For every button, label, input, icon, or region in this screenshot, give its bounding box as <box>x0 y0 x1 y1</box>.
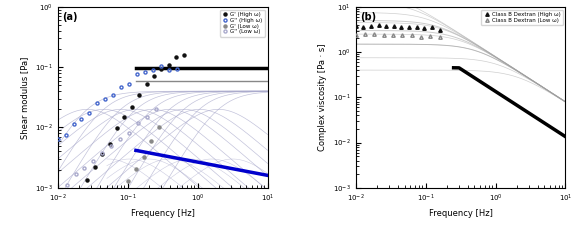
G' (Low ω) <box>148 140 155 143</box>
G'' (Low ω) <box>90 159 97 162</box>
G' (High ω) <box>136 94 143 96</box>
G' (Low ω) <box>117 191 123 194</box>
Line: Class B Dextran (Low ω): Class B Dextran (Low ω) <box>354 32 441 38</box>
G'' (High ω) <box>173 68 180 71</box>
Class B Dextran (Low ω) <box>352 33 359 36</box>
G' (High ω) <box>121 115 128 118</box>
G'' (Low ω) <box>125 131 132 134</box>
G'' (Low ω) <box>63 183 70 186</box>
Text: (b): (b) <box>360 12 376 22</box>
G' (Low ω) <box>156 126 163 129</box>
Class B Dextran (Low ω) <box>436 35 443 38</box>
G'' (Low ω) <box>54 190 61 193</box>
G'' (High ω) <box>70 123 77 125</box>
Class B Dextran (High ω) <box>429 26 436 29</box>
Class B Dextran (High ω) <box>375 23 382 26</box>
Class B Dextran (Low ω) <box>399 33 406 36</box>
G'' (Low ω) <box>152 108 159 111</box>
G'' (Low ω) <box>72 172 79 175</box>
G'' (High ω) <box>141 71 148 74</box>
G' (High ω) <box>77 190 84 193</box>
X-axis label: Frequency [Hz]: Frequency [Hz] <box>130 210 194 218</box>
Class B Dextran (High ω) <box>383 25 389 27</box>
G' (High ω) <box>91 165 98 168</box>
G'' (Low ω) <box>134 122 141 125</box>
G' (High ω) <box>114 127 121 129</box>
Class B Dextran (Low ω) <box>427 34 434 37</box>
G' (High ω) <box>166 63 173 66</box>
G' (High ω) <box>158 67 165 70</box>
G'' (High ω) <box>94 102 101 105</box>
G' (High ω) <box>69 203 76 206</box>
Class B Dextran (High ω) <box>406 25 413 28</box>
G' (Low ω) <box>132 168 139 171</box>
G'' (Low ω) <box>81 167 88 170</box>
G'' (Low ω) <box>108 144 115 147</box>
G' (High ω) <box>180 53 187 56</box>
Line: G' (High ω): G' (High ω) <box>56 53 185 229</box>
G' (Low ω) <box>125 180 132 182</box>
Line: Class B Dextran (High ω): Class B Dextran (High ω) <box>354 23 441 31</box>
G' (Low ω) <box>101 217 108 220</box>
Class B Dextran (Low ω) <box>417 35 424 38</box>
Y-axis label: Complex viscosity [Pa · s]: Complex viscosity [Pa · s] <box>319 44 327 151</box>
G'' (Low ω) <box>143 116 150 119</box>
G'' (High ω) <box>133 73 140 76</box>
G'' (Low ω) <box>117 137 123 140</box>
Text: (a): (a) <box>62 12 77 22</box>
G' (High ω) <box>151 75 158 78</box>
G' (High ω) <box>173 56 179 59</box>
G'' (High ω) <box>54 138 61 141</box>
G'' (High ω) <box>118 86 125 89</box>
Class B Dextran (Low ω) <box>380 34 387 36</box>
Class B Dextran (High ω) <box>398 25 405 28</box>
G'' (High ω) <box>86 112 93 114</box>
G'' (High ω) <box>149 68 156 71</box>
G' (High ω) <box>62 217 69 220</box>
Line: G' (Low ω): G' (Low ω) <box>56 126 160 229</box>
G'' (Low ω) <box>99 152 106 154</box>
Class B Dextran (High ω) <box>421 27 428 29</box>
G' (High ω) <box>54 227 61 229</box>
G'' (High ω) <box>165 68 172 71</box>
X-axis label: Frequency [Hz]: Frequency [Hz] <box>429 210 493 218</box>
G'' (High ω) <box>102 98 108 101</box>
Class B Dextran (High ω) <box>436 28 443 31</box>
Class B Dextran (High ω) <box>352 25 359 27</box>
G' (High ω) <box>106 143 113 145</box>
G'' (High ω) <box>62 134 69 136</box>
Class B Dextran (High ω) <box>413 25 420 28</box>
G'' (High ω) <box>126 83 133 85</box>
Class B Dextran (Low ω) <box>371 33 378 35</box>
Line: G'' (High ω): G'' (High ω) <box>56 64 178 141</box>
Class B Dextran (Low ω) <box>362 33 369 35</box>
G'' (High ω) <box>78 118 85 120</box>
Class B Dextran (High ω) <box>390 25 397 28</box>
G' (Low ω) <box>109 205 116 208</box>
Class B Dextran (Low ω) <box>408 34 415 37</box>
Class B Dextran (High ω) <box>368 24 374 27</box>
G' (High ω) <box>99 153 106 155</box>
Line: G'' (Low ω): G'' (Low ω) <box>56 108 157 193</box>
Class B Dextran (Low ω) <box>389 33 396 36</box>
G' (High ω) <box>84 179 91 182</box>
G' (High ω) <box>128 105 135 108</box>
G' (Low ω) <box>140 155 147 158</box>
Legend: G' (High ω), G'' (High ω), G' (Low ω), G'' (Low ω): G' (High ω), G'' (High ω), G' (Low ω), G… <box>220 10 265 37</box>
Y-axis label: Shear modulus [Pa]: Shear modulus [Pa] <box>20 56 29 139</box>
G'' (High ω) <box>158 65 164 67</box>
G'' (High ω) <box>110 93 117 96</box>
Legend: Class B Dextran (High ω), Class B Dextran (Low ω): Class B Dextran (High ω), Class B Dextra… <box>481 10 563 25</box>
Class B Dextran (High ω) <box>360 25 367 28</box>
G' (High ω) <box>143 83 150 85</box>
